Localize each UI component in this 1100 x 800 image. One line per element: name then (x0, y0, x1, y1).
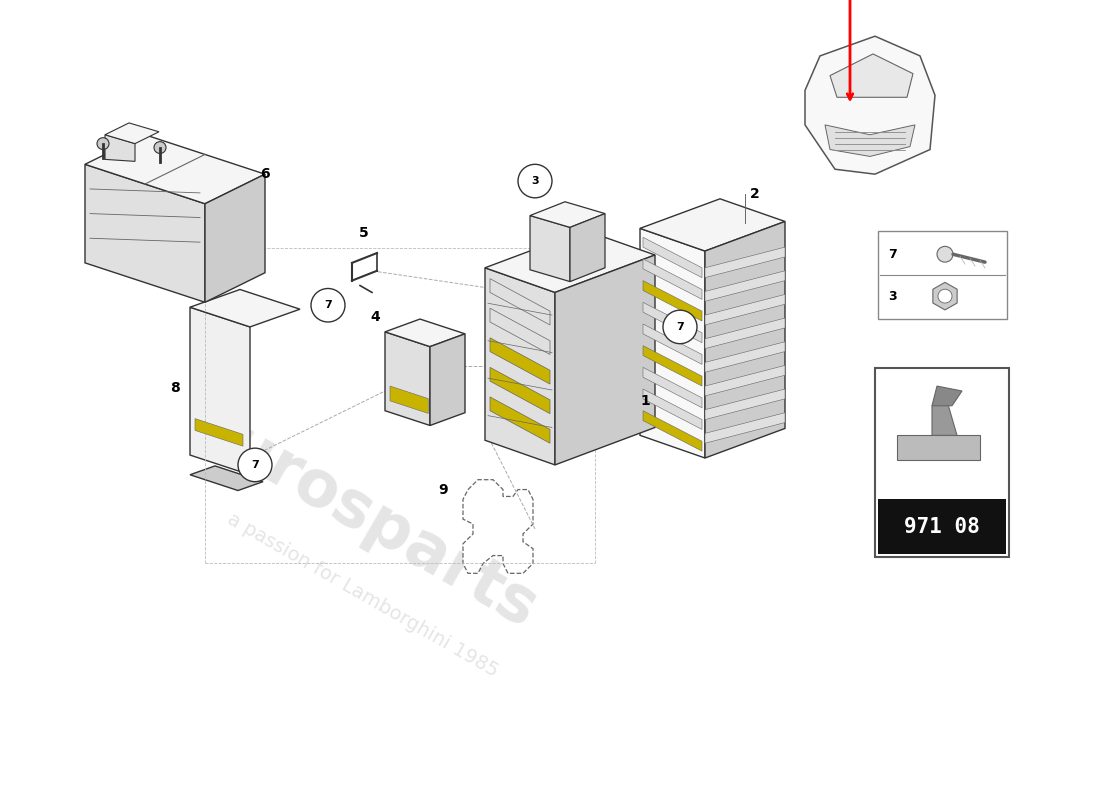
Polygon shape (805, 36, 935, 174)
Polygon shape (430, 334, 465, 426)
Text: 7: 7 (251, 460, 258, 470)
Polygon shape (644, 367, 702, 408)
Polygon shape (933, 282, 957, 310)
Polygon shape (490, 397, 550, 443)
Polygon shape (644, 281, 702, 321)
Circle shape (97, 138, 109, 150)
Polygon shape (104, 134, 135, 162)
Polygon shape (705, 318, 785, 349)
Circle shape (154, 142, 166, 154)
Polygon shape (85, 164, 205, 302)
Text: a passion for Lamborghini 1985: a passion for Lamborghini 1985 (224, 510, 502, 681)
Polygon shape (705, 222, 785, 458)
Text: 3: 3 (531, 176, 539, 186)
Text: 6: 6 (260, 167, 270, 181)
Polygon shape (490, 338, 550, 384)
Polygon shape (530, 215, 570, 282)
FancyBboxPatch shape (874, 368, 1009, 557)
Polygon shape (570, 214, 605, 282)
Polygon shape (190, 466, 263, 490)
Text: 4: 4 (370, 310, 379, 324)
Text: 7: 7 (324, 300, 332, 310)
Polygon shape (385, 319, 465, 346)
Text: 8: 8 (170, 381, 180, 395)
Polygon shape (385, 332, 430, 426)
Polygon shape (644, 410, 702, 451)
Text: 5: 5 (359, 226, 369, 240)
Polygon shape (825, 125, 915, 157)
Polygon shape (705, 294, 785, 325)
Polygon shape (932, 386, 962, 406)
Text: eurosparts: eurosparts (178, 391, 548, 641)
Polygon shape (705, 342, 785, 372)
Text: 1: 1 (640, 394, 650, 408)
FancyBboxPatch shape (878, 231, 1006, 319)
Polygon shape (644, 389, 702, 430)
Polygon shape (705, 366, 785, 396)
Polygon shape (530, 202, 605, 227)
Text: 971 08: 971 08 (904, 517, 980, 537)
Polygon shape (485, 230, 654, 293)
Polygon shape (490, 278, 550, 325)
Polygon shape (190, 290, 300, 327)
Text: 9: 9 (439, 482, 448, 497)
Polygon shape (896, 435, 980, 460)
Polygon shape (640, 199, 785, 251)
Polygon shape (556, 255, 654, 465)
Polygon shape (932, 401, 957, 435)
Polygon shape (644, 238, 702, 278)
Text: 3: 3 (888, 290, 896, 302)
Circle shape (518, 164, 552, 198)
Circle shape (238, 448, 272, 482)
Polygon shape (390, 386, 428, 414)
Polygon shape (463, 480, 534, 574)
Polygon shape (644, 259, 702, 299)
Polygon shape (705, 247, 785, 278)
Polygon shape (490, 367, 550, 414)
Polygon shape (830, 54, 913, 98)
Polygon shape (644, 324, 702, 364)
Polygon shape (644, 302, 702, 342)
Polygon shape (705, 270, 785, 302)
Text: 7: 7 (676, 322, 684, 332)
Text: 2: 2 (750, 187, 760, 201)
Circle shape (938, 290, 952, 303)
Polygon shape (640, 228, 705, 458)
Polygon shape (195, 418, 243, 446)
Circle shape (311, 289, 345, 322)
Polygon shape (85, 134, 265, 204)
Polygon shape (705, 389, 785, 419)
FancyBboxPatch shape (878, 499, 1006, 554)
Text: 7: 7 (888, 248, 896, 261)
Polygon shape (644, 346, 702, 386)
Polygon shape (485, 268, 556, 465)
Circle shape (937, 246, 953, 262)
Polygon shape (205, 174, 265, 302)
Polygon shape (104, 123, 160, 144)
Polygon shape (705, 413, 785, 443)
Polygon shape (190, 307, 250, 474)
Polygon shape (490, 308, 550, 354)
Circle shape (663, 310, 697, 344)
